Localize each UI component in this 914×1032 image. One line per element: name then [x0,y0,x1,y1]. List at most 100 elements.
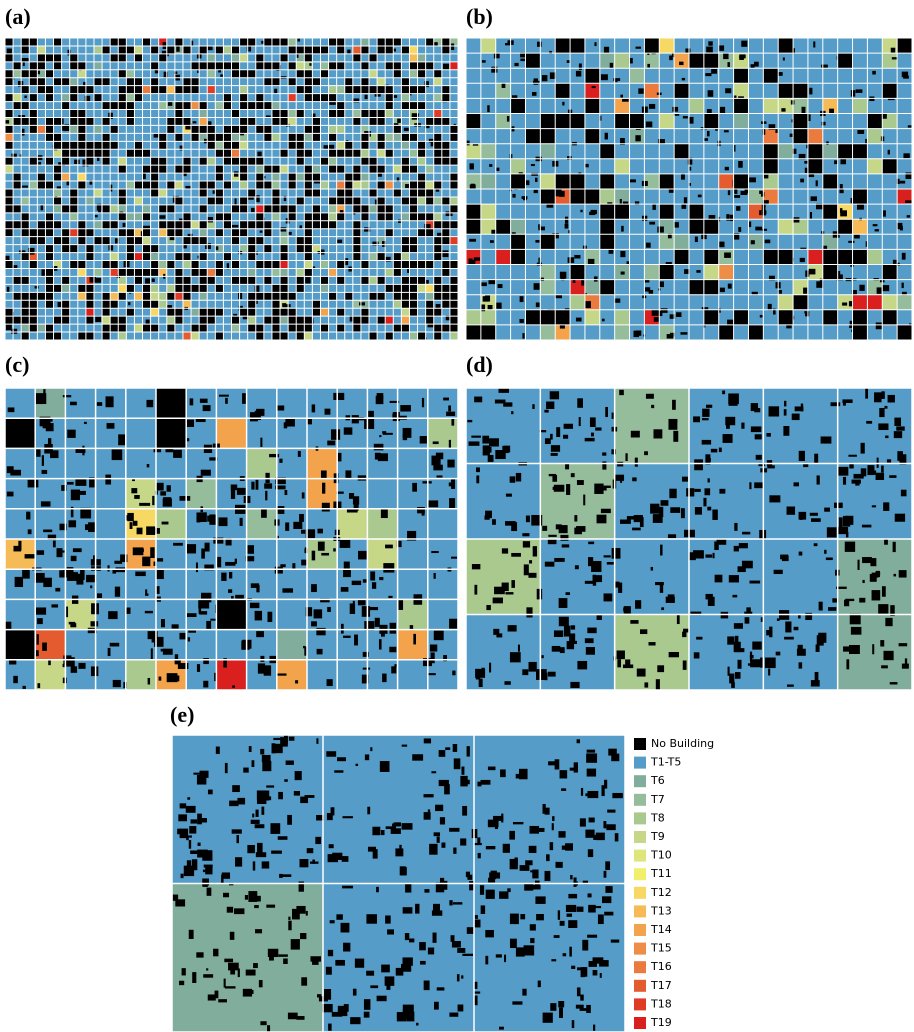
building [282,588,293,592]
map-cell [13,276,21,284]
building [749,482,751,489]
building [328,1024,332,1031]
map-cell [256,205,264,213]
building [467,420,472,422]
map-cell [232,46,240,54]
building [457,948,465,953]
map-cell [320,324,328,332]
map-cell [191,221,199,229]
map-cell [232,70,240,78]
map-cell [45,268,53,276]
map-cell [215,141,223,149]
map-cell [719,325,734,340]
map-cell [256,221,264,229]
map-cell [232,157,240,165]
map-cell [167,284,175,292]
building [422,511,425,515]
building [538,981,541,988]
map-cell [882,310,897,325]
map-cell [778,249,793,264]
building [879,408,884,417]
map-cell [426,117,434,125]
map-cell [337,62,345,70]
building [449,482,451,486]
building [297,39,299,42]
building [154,83,158,89]
map-cell [353,221,361,229]
map-cell [207,157,215,165]
map-cell [86,292,94,300]
map-cell [134,292,142,300]
building [458,1005,464,1012]
map-cell [35,630,65,660]
map-cell [70,149,78,157]
map-cell [78,62,86,70]
building [535,828,544,832]
building [774,570,783,574]
building [415,904,419,914]
map-cell [13,102,21,110]
building [489,872,500,878]
map-cell [600,234,615,249]
building [883,502,889,511]
building [814,454,818,464]
building [41,205,44,210]
building [512,194,515,198]
building [48,438,51,445]
building [597,515,607,524]
building [42,643,47,651]
building [471,436,481,438]
building [347,50,350,54]
building [30,263,35,267]
building [551,959,556,961]
building [668,419,677,430]
map-cell [369,117,377,125]
building [393,123,398,129]
building [719,489,725,494]
building [188,637,190,641]
building [217,557,222,567]
building [818,633,826,643]
building [669,489,676,499]
map-cell [118,54,126,62]
maps: No BuildingT1-T5T6T7T8T9T10T11T12T13T14T… [0,0,914,1032]
building [677,615,680,624]
map-cell [385,229,393,237]
map-cell [377,205,385,213]
map-cell [361,308,369,316]
map-cell [240,181,248,189]
building [769,406,780,416]
map-cell [434,94,442,102]
map-cell [78,261,86,269]
building [885,618,892,626]
building [186,544,196,553]
map-cell [450,181,458,189]
map-cell [296,316,304,324]
map-cell [361,38,369,46]
building [247,845,255,853]
map-cell [398,630,428,660]
building [314,609,323,618]
map-cell [199,292,207,300]
building [391,666,396,673]
building [563,435,568,439]
building [25,221,27,227]
building [561,788,566,791]
map-cell [126,308,134,316]
building [118,434,125,445]
building [403,1005,414,1013]
map-cell [481,144,496,159]
map-cell [304,94,312,102]
building [723,53,728,59]
building [440,878,444,883]
building [619,390,624,395]
map-cell [21,38,29,46]
building [601,509,611,513]
map-cell [853,189,868,204]
map-cell [134,253,142,261]
building [394,664,396,667]
map-cell [312,125,320,133]
map-cell [240,229,248,237]
building [449,619,457,629]
map-cell [13,181,21,189]
